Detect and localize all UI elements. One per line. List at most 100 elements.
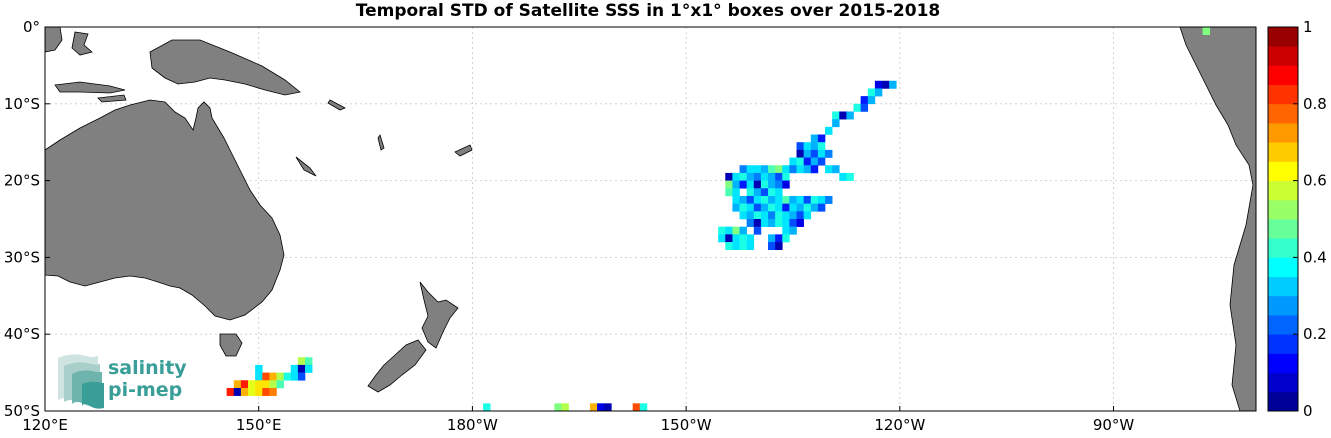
std-cell <box>739 180 747 189</box>
std-cell <box>760 172 769 181</box>
map-axes: 120°E 150°E 180°W 150°W 120°W 90°W 0° 10°S 20°S… <box>4 18 1257 434</box>
std-cell <box>632 403 641 412</box>
std-cell <box>768 188 776 197</box>
std-cell <box>760 219 769 227</box>
std-cell <box>796 211 804 220</box>
std-cell <box>746 188 755 197</box>
std-cell <box>817 157 826 166</box>
std-cell <box>746 203 755 212</box>
colorbar-swatch <box>1268 372 1298 393</box>
colorbar-frame <box>1267 26 1299 412</box>
std-cell <box>554 403 562 412</box>
salinity-pimep-logo: salinity pi-mep <box>58 354 187 409</box>
std-cell <box>768 180 776 189</box>
sulawesi-land <box>71 31 93 56</box>
std-cell <box>803 211 812 220</box>
std-cell <box>817 134 826 143</box>
std-cell <box>832 119 840 128</box>
std-cell <box>796 165 804 174</box>
solomon-islands <box>327 99 346 111</box>
lon-tick-label: 150°E <box>236 416 282 434</box>
std-cell <box>290 372 299 381</box>
lon-tick-label: 120°W <box>874 416 925 434</box>
std-cell <box>782 195 790 204</box>
std-cell <box>639 403 648 412</box>
std-cell <box>874 88 883 97</box>
lat-tick-label: 20°S <box>4 172 40 190</box>
std-cell <box>789 203 797 212</box>
colorbar-swatch <box>1268 161 1298 181</box>
indonesia-islands <box>54 81 126 94</box>
std-cell <box>725 188 733 197</box>
std-cell <box>775 172 783 181</box>
lat-tick-label: 40°S <box>4 325 40 343</box>
std-cell <box>775 219 783 227</box>
std-cell <box>882 80 890 89</box>
colorbar-swatch <box>1268 257 1298 277</box>
std-cell <box>248 380 256 389</box>
std-cell <box>768 219 776 227</box>
std-cell <box>803 203 812 212</box>
colorbar-tick-label: 0 <box>1303 402 1313 420</box>
std-cell <box>1202 27 1210 35</box>
lat-tick-label: 0° <box>23 18 40 36</box>
std-cell <box>240 387 249 396</box>
std-cell <box>796 219 804 227</box>
colorbar-swatch <box>1268 315 1298 335</box>
std-cell <box>283 372 292 381</box>
std-cell <box>817 203 826 212</box>
std-cell <box>732 234 740 243</box>
std-cell <box>874 80 883 89</box>
std-cell <box>782 211 790 220</box>
std-cell <box>753 188 762 197</box>
std-cell <box>768 203 776 212</box>
std-cell <box>768 165 776 174</box>
std-cell <box>746 172 755 181</box>
std-cell <box>725 172 733 181</box>
std-cell <box>248 387 256 396</box>
std-cell <box>753 203 762 212</box>
std-cell <box>825 126 833 135</box>
std-cell <box>483 403 491 412</box>
colorbar-swatch <box>1268 276 1298 297</box>
std-cell <box>233 380 242 389</box>
std-cell <box>796 149 804 158</box>
std-cell <box>789 195 797 204</box>
std-cell <box>753 165 762 174</box>
std-cell <box>746 242 755 251</box>
std-cell <box>255 364 263 373</box>
land-masses <box>44 26 1257 412</box>
std-cell <box>760 180 769 189</box>
std-cell <box>796 203 804 212</box>
logo-line1: salinity <box>108 357 187 379</box>
std-cell <box>782 165 790 174</box>
colorbar-tick-label: 1 <box>1303 18 1313 36</box>
std-cell <box>817 142 826 151</box>
std-cell <box>718 234 726 243</box>
std-cell <box>262 372 270 381</box>
std-cell <box>789 165 797 174</box>
std-cell <box>732 188 740 197</box>
std-cell <box>732 203 740 212</box>
std-cell <box>753 219 762 227</box>
colorbar-tick-label: 0.4 <box>1303 248 1327 266</box>
std-cell <box>789 157 797 166</box>
std-cell <box>817 195 826 204</box>
fiji-islands <box>454 144 473 157</box>
std-cell <box>782 180 790 189</box>
colorbar-swatch <box>1268 353 1298 373</box>
colorbar-swatch <box>1268 84 1298 105</box>
std-cell <box>255 380 263 389</box>
std-cell <box>753 195 762 204</box>
new-zealand-north-island <box>419 281 459 349</box>
std-cell <box>760 195 769 204</box>
std-cell <box>753 226 762 235</box>
colorbar-swatch <box>1268 180 1298 201</box>
std-cell <box>810 149 819 158</box>
std-cell <box>803 195 812 204</box>
new-zealand-south-island <box>367 339 427 393</box>
std-cell <box>803 165 812 174</box>
lat-tick-label: 50°S <box>4 402 40 420</box>
std-cell <box>803 142 812 151</box>
